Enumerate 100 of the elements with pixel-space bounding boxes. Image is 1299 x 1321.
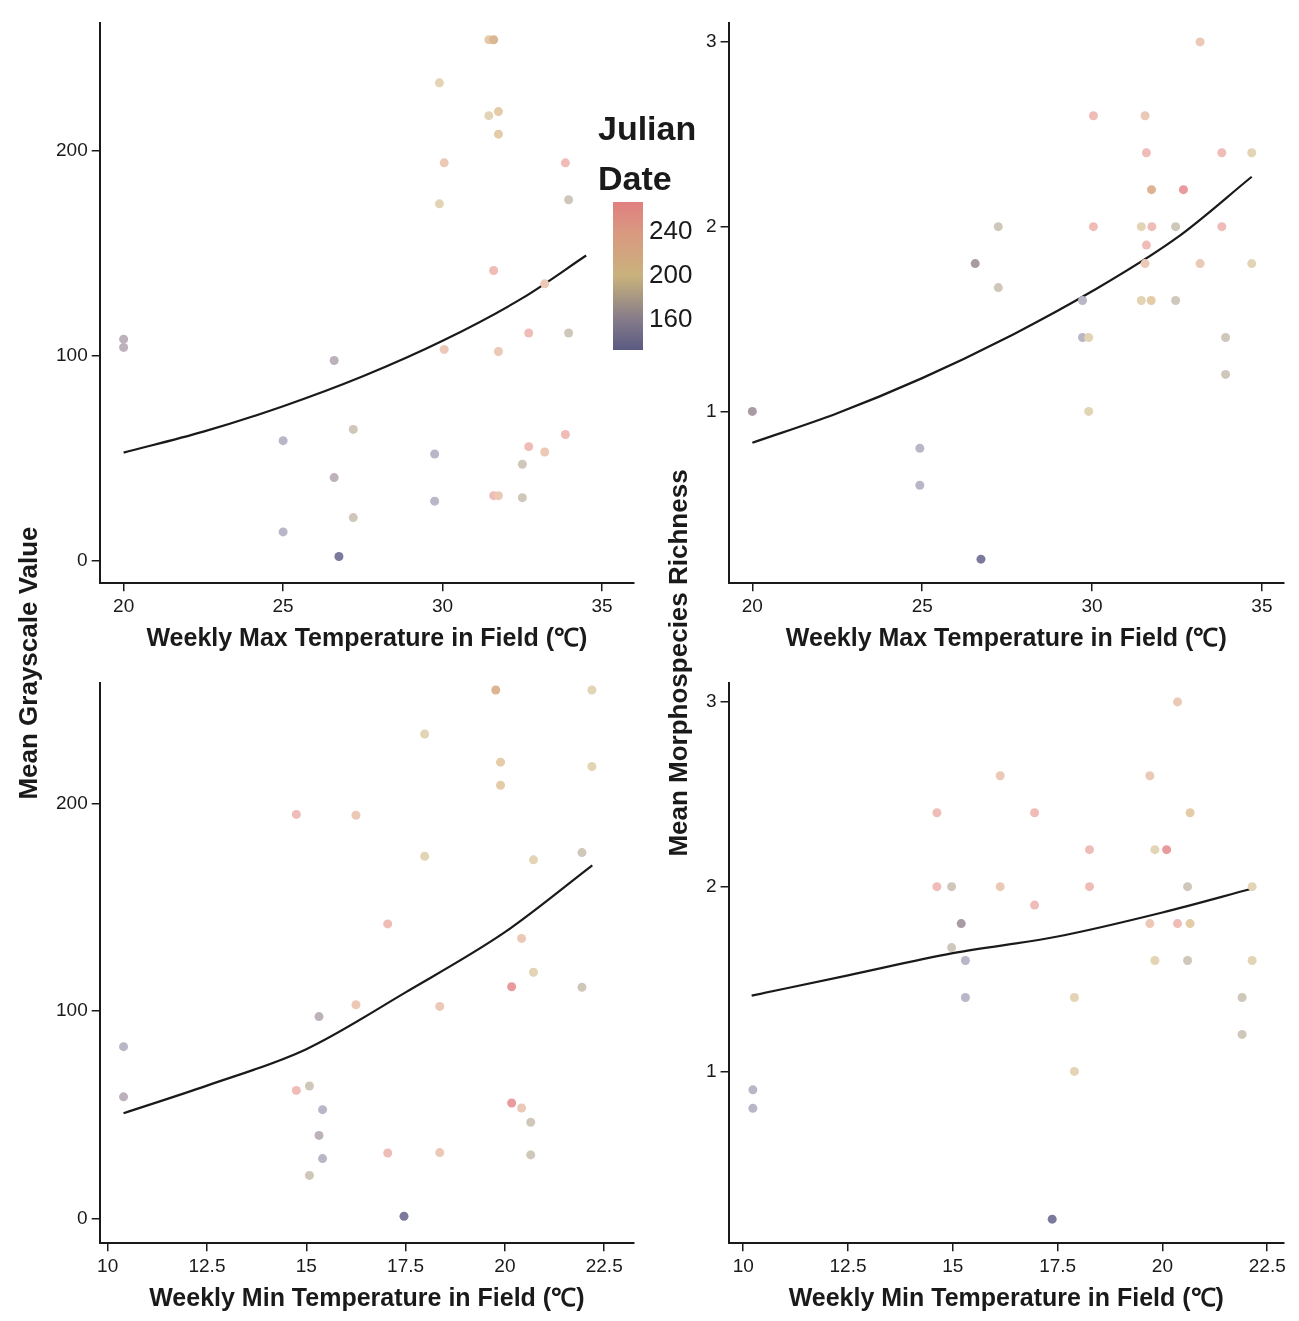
point: [119, 342, 129, 352]
point: [1237, 992, 1247, 1002]
point: [1173, 697, 1183, 707]
point: [564, 328, 574, 338]
y-axis-title: Mean Morphospecies Richness: [662, 469, 694, 857]
y-tick-label: 3: [705, 30, 717, 52]
point: [434, 78, 444, 88]
point: [540, 279, 550, 289]
x-tick-label: 20: [113, 594, 135, 616]
point: [496, 757, 506, 767]
point: [747, 406, 757, 416]
x-tick-label: 35: [1251, 594, 1273, 616]
x-tick-label: 22.5: [585, 1254, 623, 1276]
point: [1185, 808, 1195, 818]
line-series: [751, 175, 1253, 444]
point: [484, 111, 494, 121]
point: [507, 982, 517, 992]
point: [529, 967, 538, 977]
line-series: [122, 864, 594, 1115]
point: [348, 424, 358, 434]
point: [1078, 296, 1088, 306]
y-tick-label: 2: [705, 874, 717, 896]
y-axis-title: Mean Grayscale Value: [12, 526, 44, 800]
x-tick-label: 10: [97, 1254, 119, 1276]
x-tick-label: 30: [1081, 594, 1103, 616]
point: [1084, 882, 1094, 892]
point: [540, 447, 550, 457]
point: [970, 259, 980, 269]
point: [329, 473, 339, 483]
color-bar-label: 200: [649, 259, 693, 290]
point: [1195, 259, 1205, 269]
point: [314, 1012, 324, 1022]
point: [1183, 882, 1193, 892]
point: [529, 855, 538, 865]
point: [420, 851, 430, 861]
point: [577, 848, 587, 858]
point: [526, 1117, 536, 1127]
point: [932, 882, 942, 892]
x-tick-label: 25: [272, 594, 294, 616]
y-tick-label: 3: [705, 690, 717, 712]
x-tick-label: 20: [741, 594, 763, 616]
point: [517, 459, 527, 469]
y-tick-label: 100: [56, 343, 88, 365]
point: [1247, 148, 1257, 158]
point: [489, 265, 499, 275]
point: [587, 685, 597, 695]
point: [496, 780, 506, 790]
point: [517, 1103, 527, 1113]
point: [1145, 919, 1155, 929]
point: [1195, 37, 1205, 47]
point: [1088, 222, 1098, 232]
point: [748, 1085, 758, 1095]
point: [278, 436, 288, 446]
point: [1069, 992, 1079, 1002]
point: [1030, 808, 1040, 818]
point: [430, 496, 440, 506]
point: [329, 356, 339, 366]
point: [1217, 148, 1227, 158]
point: [1221, 369, 1231, 379]
point: [1247, 956, 1257, 966]
point: [993, 283, 1003, 293]
point: [491, 685, 501, 695]
point: [318, 1105, 328, 1115]
point: [351, 810, 361, 820]
y-tick-label: 200: [56, 138, 88, 160]
point: [1030, 900, 1040, 910]
point: [291, 1085, 301, 1095]
x-axis-title: Weekly Min Temperature in Field (℃): [788, 1282, 1224, 1311]
point: [1247, 259, 1257, 269]
point: [318, 1154, 328, 1164]
point: [434, 199, 444, 209]
point: [1084, 332, 1094, 342]
point: [1069, 1066, 1079, 1076]
point: [947, 943, 957, 953]
point: [348, 513, 358, 523]
point: [489, 35, 499, 45]
point: [560, 430, 570, 440]
x-tick-label: 12.5: [188, 1254, 226, 1276]
point: [1145, 771, 1155, 781]
point: [1047, 1214, 1057, 1224]
x-tick-label: 12.5: [829, 1254, 867, 1276]
point: [1183, 956, 1193, 966]
point: [1178, 185, 1188, 195]
point: [119, 1042, 129, 1052]
x-tick-label: 35: [591, 594, 613, 616]
point: [1237, 1029, 1247, 1039]
y-tick-label: 100: [56, 999, 88, 1021]
point: [932, 808, 942, 818]
point: [507, 1098, 517, 1108]
point: [383, 1148, 393, 1158]
y-tick-label: 2: [705, 214, 717, 236]
point: [493, 129, 503, 139]
point: [915, 480, 925, 490]
point: [517, 933, 527, 943]
point: [995, 771, 1005, 781]
point: [1171, 296, 1181, 306]
x-tick-label: 10: [732, 1254, 754, 1276]
y-tick-label: 0: [77, 548, 88, 570]
y-tick-label: 200: [56, 791, 88, 813]
point: [1141, 148, 1151, 158]
